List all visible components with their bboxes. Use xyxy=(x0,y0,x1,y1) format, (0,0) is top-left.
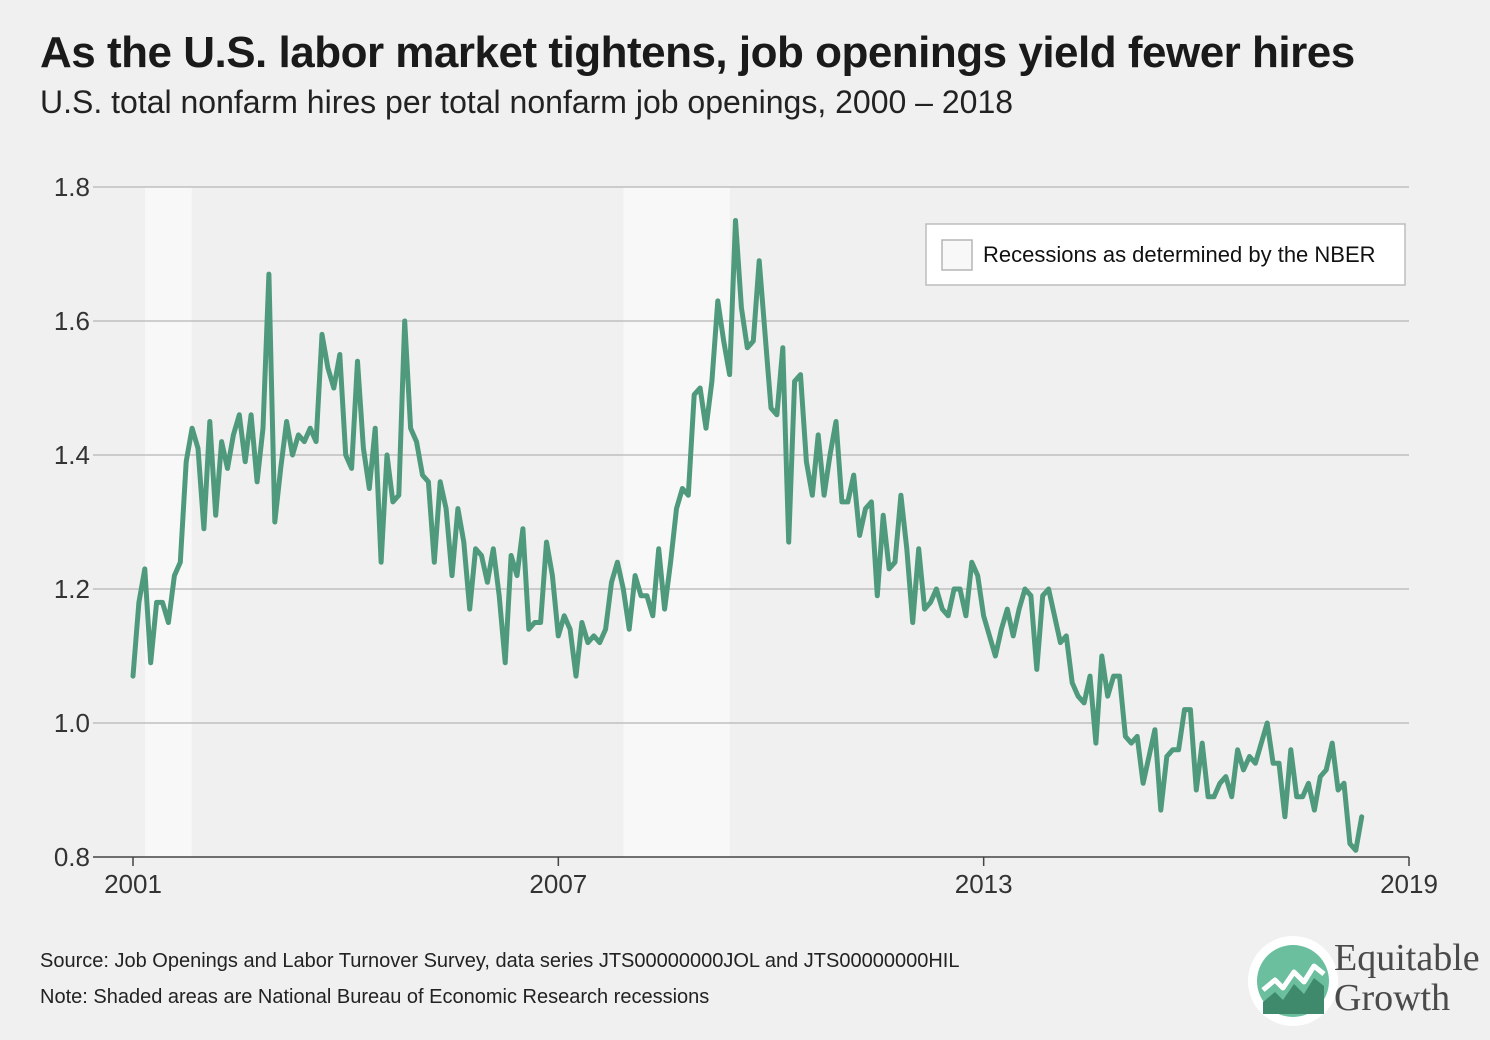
legend: Recessions as determined by the NBER xyxy=(925,223,1406,286)
logo-graph-icon xyxy=(1257,945,1329,1017)
y-tick-label: 1.6 xyxy=(54,306,90,336)
logo-line-1: Equitable xyxy=(1334,937,1480,979)
x-tick-label: 2019 xyxy=(1380,869,1438,899)
x-tick-label: 2007 xyxy=(529,869,587,899)
y-tick-label: 1.4 xyxy=(54,440,90,470)
logo-circle xyxy=(1248,936,1338,1026)
chart-subtitle: U.S. total nonfarm hires per total nonfa… xyxy=(40,84,1014,120)
y-tick-label: 0.8 xyxy=(54,842,90,872)
series-line xyxy=(130,218,1365,853)
logo-wordmark: Equitable Growth xyxy=(1334,938,1480,1018)
legend-box xyxy=(925,223,1406,286)
legend-swatch xyxy=(941,239,973,271)
grid-lines xyxy=(93,186,1409,858)
y-tick-label: 1.8 xyxy=(54,172,90,202)
x-axis: 2001 2007 2013 2019 xyxy=(104,857,1438,899)
y-tick-label: 1.2 xyxy=(54,574,90,604)
y-tick-label: 1.0 xyxy=(54,708,90,738)
legend-label: Recessions as determined by the NBER xyxy=(983,242,1376,267)
y-axis: 0.8 1.0 1.2 1.4 1.6 1.8 xyxy=(54,172,90,872)
x-tick-label: 2001 xyxy=(104,869,162,899)
source-note: Source: Job Openings and Labor Turnover … xyxy=(40,950,960,972)
logo-line-2: Growth xyxy=(1334,977,1451,1019)
chart-title: As the U.S. labor market tightens, job o… xyxy=(40,28,1355,77)
shading-note: Note: Shaded areas are National Bureau o… xyxy=(40,986,710,1008)
x-tick-label: 2013 xyxy=(955,869,1013,899)
equitable-growth-logo: Equitable Growth xyxy=(1248,934,1484,1026)
